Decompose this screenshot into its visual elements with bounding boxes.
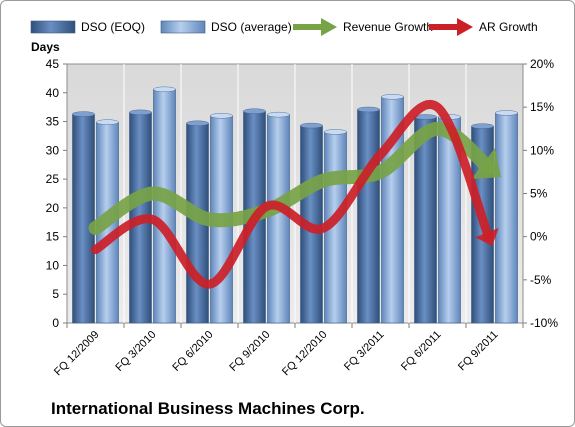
x-tick-label: FQ 9/2011: [456, 329, 501, 374]
bar-top: [267, 111, 290, 118]
legend-swatch: [30, 20, 76, 34]
y-axis-title: Days: [31, 40, 60, 54]
series-line: [91, 100, 493, 289]
y2-tick-label: 0%: [530, 230, 548, 244]
y2-tick-label: -10%: [530, 316, 558, 330]
bar-top: [300, 122, 323, 129]
y2-tick-label: 5%: [530, 187, 548, 201]
bar-top: [129, 109, 152, 116]
bar: [267, 114, 290, 324]
x-tick-label: FQ 12/2009: [52, 329, 102, 379]
series-arrowhead: [475, 228, 499, 247]
bar: [357, 109, 380, 324]
legend-label: Revenue Growth: [343, 20, 433, 34]
y2-tick-label: 10%: [530, 143, 554, 157]
x-tick-label: FQ 3/2010: [113, 329, 158, 374]
legend-label: DSO (average): [211, 20, 292, 34]
bar-top: [381, 94, 404, 100]
x-tick-label: FQ 6/2011: [399, 329, 444, 374]
y-tick-label: 35: [46, 115, 60, 129]
y2-tick-label: 20%: [530, 57, 554, 71]
bar-top: [72, 111, 95, 117]
x-tick-label: FQ 12/2010: [280, 329, 330, 379]
y-tick-label: 20: [46, 201, 60, 215]
y-tick-label: 45: [46, 57, 60, 71]
bar-top: [324, 129, 347, 135]
y2-tick-label: 15%: [530, 100, 554, 114]
y-tick-label: 15: [46, 230, 60, 244]
x-tick-label: FQ 3/2011: [342, 329, 387, 374]
legend-arrow: [457, 18, 473, 36]
bar-top: [96, 119, 119, 125]
y-tick-label: 5: [52, 287, 59, 301]
y-tick-label: 0: [52, 316, 59, 330]
y-tick-label: 10: [46, 258, 60, 272]
bar-top: [186, 120, 209, 126]
plot-area: 0 5 10 15 20 25 30 35 40 45 -10% -5% 0% 5% 10% 15% 20% FQ…: [46, 57, 559, 378]
company-name: International Business Machines Corp.: [51, 399, 365, 418]
legend: DSO (EOQ) DSO (average) Revenue Growth AR G…: [30, 18, 538, 36]
bar: [495, 112, 518, 324]
legend-label: DSO (EOQ): [81, 20, 145, 34]
bar-top: [471, 123, 494, 129]
bar-top: [153, 86, 176, 93]
y-tick-label: 25: [46, 172, 60, 186]
x-tick-label: FQ 9/2010: [227, 329, 272, 374]
legend-label: AR Growth: [479, 20, 538, 34]
series-arrowhead: [471, 147, 501, 180]
x-tick-label: FQ 6/2010: [170, 329, 215, 374]
bar-top: [495, 110, 518, 116]
bar-top: [210, 113, 233, 119]
legend-arrow: [321, 18, 337, 36]
bar: [72, 113, 95, 324]
bar-top: [243, 108, 266, 114]
y2-tick-label: -5%: [530, 273, 552, 287]
y-tick-label: 30: [46, 143, 60, 157]
y-tick-label: 40: [46, 86, 60, 100]
legend-swatch: [160, 20, 206, 34]
series-line: [88, 121, 496, 236]
bar-top: [357, 106, 380, 113]
